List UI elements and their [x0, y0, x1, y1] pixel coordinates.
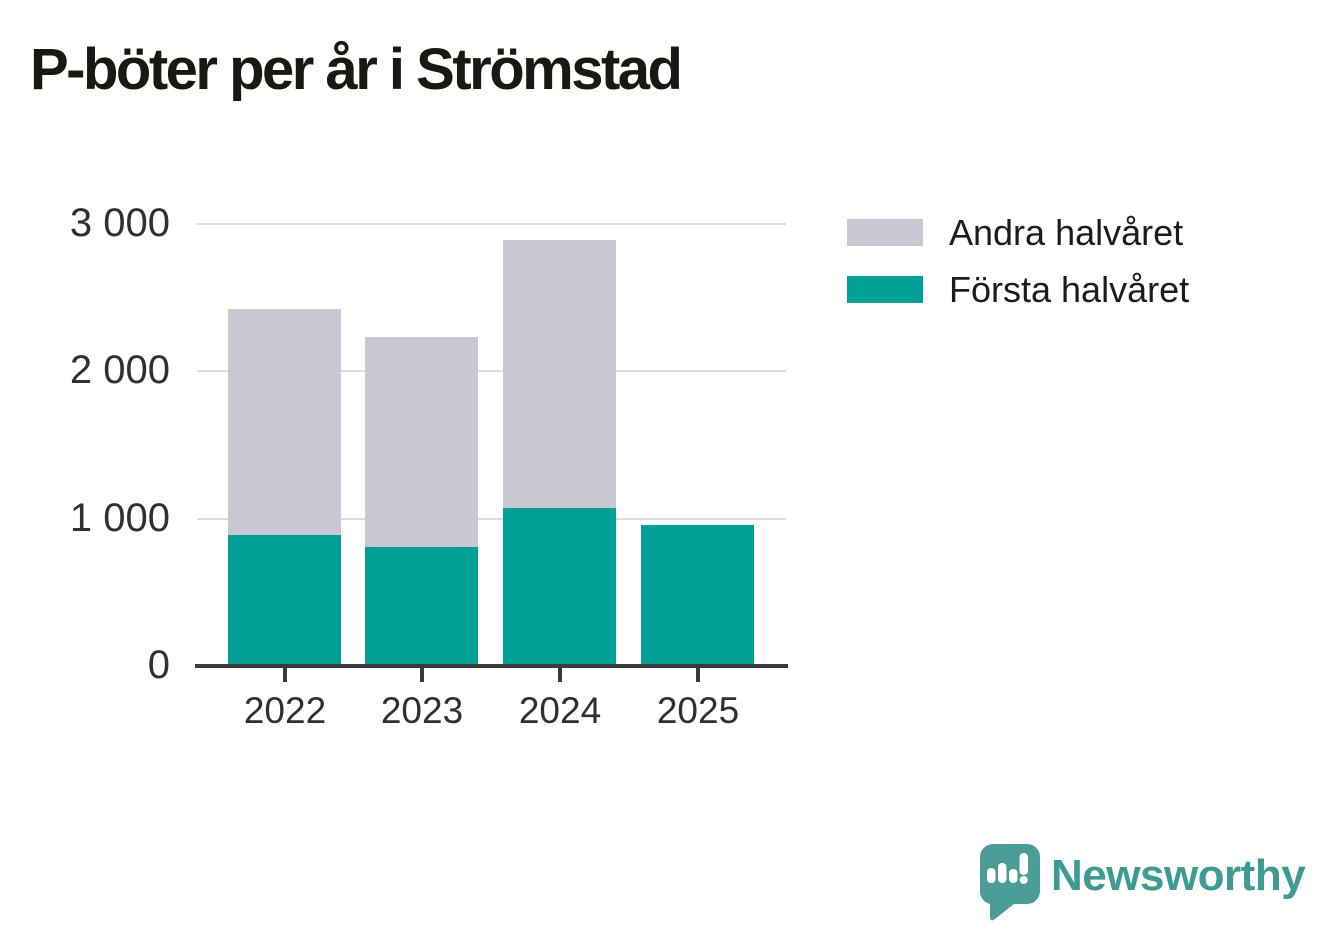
legend-item-andra-halvaret: Andra halvåret	[847, 212, 1189, 253]
gridline-2000	[197, 370, 786, 372]
bar-2024-forsta	[503, 508, 616, 666]
x-axis-label-2024: 2024	[518, 690, 602, 731]
legend-item-forsta-halvaret: Första halvåret	[847, 269, 1189, 310]
gridline-3000	[197, 223, 786, 225]
chart-title: P-böter per år i Strömstad	[30, 37, 683, 102]
bar-2023-andra	[365, 337, 478, 547]
branding: Newsworthy	[978, 842, 1306, 930]
y-axis-label-2000: 2 000	[69, 348, 170, 392]
y-axis-label-0: 0	[147, 643, 170, 687]
newsworthy-logo-icon	[979, 844, 1040, 921]
legend: Andra halvåret Första halvåret	[847, 212, 1189, 333]
legend-label-andra-halvaret: Andra halvåret	[949, 211, 1184, 253]
x-axis-label-2023: 2023	[380, 690, 464, 731]
bar-2022-andra	[228, 309, 341, 535]
x-axis-label-2025: 2025	[656, 690, 740, 731]
x-axis-line	[195, 664, 788, 668]
y-axis-label-3000: 3 000	[69, 201, 170, 245]
newsworthy-wordmark: Newsworthy	[1051, 851, 1306, 900]
x-tick-2022	[283, 668, 287, 682]
legend-swatch-andra-halvaret	[847, 219, 923, 246]
bar-2025-forsta	[641, 525, 754, 666]
y-axis-label-1000: 1 000	[69, 496, 170, 540]
x-tick-2025	[696, 668, 700, 682]
x-tick-2023	[420, 668, 424, 682]
bar-2024-andra	[503, 240, 616, 508]
legend-swatch-forsta-halvaret	[847, 276, 923, 303]
legend-label-forsta-halvaret: Första halvåret	[949, 268, 1190, 310]
x-axis-label-2022: 2022	[243, 690, 327, 731]
bar-2023-forsta	[365, 547, 478, 666]
bar-2022-forsta	[228, 535, 341, 666]
gridline-1000	[197, 518, 786, 520]
x-tick-2024	[558, 668, 562, 682]
